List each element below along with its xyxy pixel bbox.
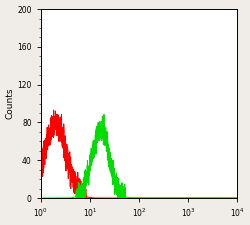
Y-axis label: Counts: Counts xyxy=(6,88,15,119)
